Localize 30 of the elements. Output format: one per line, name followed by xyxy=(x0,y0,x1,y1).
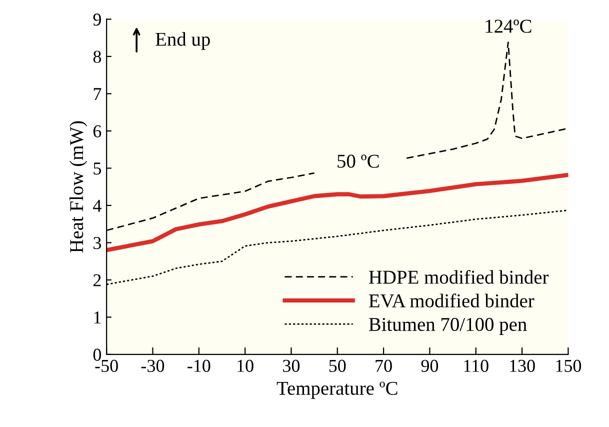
legend-label: HDPE modified binder xyxy=(368,270,549,284)
line-series xyxy=(106,172,568,252)
x-tick-label: -10 xyxy=(188,360,210,372)
x-tick-label: 130 xyxy=(510,360,535,372)
y-tick-label: 1 xyxy=(94,312,101,324)
y-tick-label: 8 xyxy=(93,50,102,63)
x-tick-label: 90 xyxy=(421,360,438,372)
x-axis-title: Temperature ºC xyxy=(276,382,398,399)
y-tick-label: 2 xyxy=(93,274,101,286)
legend-label: EVA modified binder xyxy=(368,294,534,308)
annotation: End up xyxy=(156,32,210,50)
x-tick-label: -30 xyxy=(141,360,164,372)
x-tick-label: 30 xyxy=(283,360,300,372)
y-tick-label: 4 xyxy=(93,200,102,212)
legend-label: Bitumen 70/100 pen xyxy=(368,318,527,335)
y-tick-label: 9 xyxy=(93,14,101,26)
x-tick-label: 70 xyxy=(376,360,392,372)
y-tick-label: 6 xyxy=(93,125,102,138)
annotation: 124ºC xyxy=(486,20,532,33)
annotation: 50 ºC xyxy=(338,154,379,168)
y-tick-label: 5 xyxy=(94,162,102,175)
y-tick-label: 3 xyxy=(94,236,102,250)
y-tick-label: 7 xyxy=(94,88,102,100)
y-tick-label: 0 xyxy=(93,348,102,361)
x-tick-label: 150 xyxy=(556,360,582,372)
x-tick-label: 50 xyxy=(329,360,346,372)
y-axis-title: Heat Flow (mW) xyxy=(69,121,88,253)
x-tick-label: 110 xyxy=(464,360,488,372)
x-tick-label: -50 xyxy=(95,360,118,372)
x-tick-label: 10 xyxy=(238,360,254,372)
